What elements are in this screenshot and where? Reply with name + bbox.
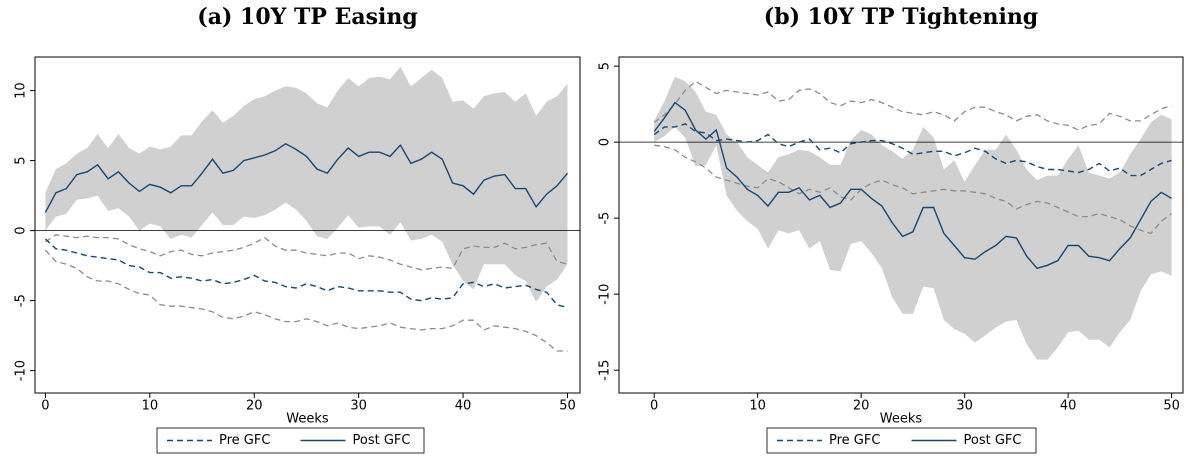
series-line	[44, 238, 568, 309]
y-tick-label: -10	[598, 284, 613, 305]
band-line	[45, 234, 568, 271]
band-line	[44, 249, 568, 352]
x-tick-label: 30	[956, 399, 973, 414]
series-line	[653, 101, 1172, 270]
band-line	[654, 144, 1172, 235]
x-tick-label: 10	[142, 399, 159, 414]
confidence-band	[45, 66, 568, 302]
y-tick-label: -5	[14, 294, 29, 307]
y-tick-label: 5	[598, 62, 613, 70]
x-tick-label: 50	[1163, 399, 1180, 414]
confidence-band	[654, 76, 1172, 360]
x-tick-label: 40	[1060, 399, 1077, 414]
series-line	[653, 123, 1172, 177]
legend-label: Pre GFC	[219, 433, 270, 448]
y-tick-label: -5	[598, 212, 613, 225]
x-tick-label: 0	[41, 399, 49, 414]
y-tick-label: 10	[14, 82, 29, 99]
y-tick-label: 0	[598, 138, 613, 146]
y-tick-label: 0	[14, 226, 29, 234]
x-tick-label: 0	[650, 399, 658, 414]
x-tick-label: 50	[559, 399, 576, 414]
band-line	[653, 80, 1172, 131]
chart-title: (a) 10Y TP Easing	[197, 4, 417, 30]
legend-label: Post GFC	[964, 433, 1022, 448]
x-axis-label: Weeks	[286, 412, 329, 427]
x-tick-label: 20	[246, 399, 263, 414]
legend-label: Post GFC	[353, 433, 411, 448]
x-tick-label: 30	[350, 399, 367, 414]
y-tick-label: -15	[598, 360, 613, 381]
legend-label: Pre GFC	[829, 433, 880, 448]
chart-title: (b) 10Y TP Tightening	[764, 4, 1038, 30]
y-tick-label: 5	[14, 156, 29, 164]
series-line	[44, 142, 569, 213]
x-tick-label: 20	[853, 399, 870, 414]
x-tick-label: 40	[455, 399, 472, 414]
x-axis-label: Weeks	[880, 412, 923, 427]
x-tick-label: 10	[749, 399, 766, 414]
y-tick-label: -10	[14, 360, 29, 381]
